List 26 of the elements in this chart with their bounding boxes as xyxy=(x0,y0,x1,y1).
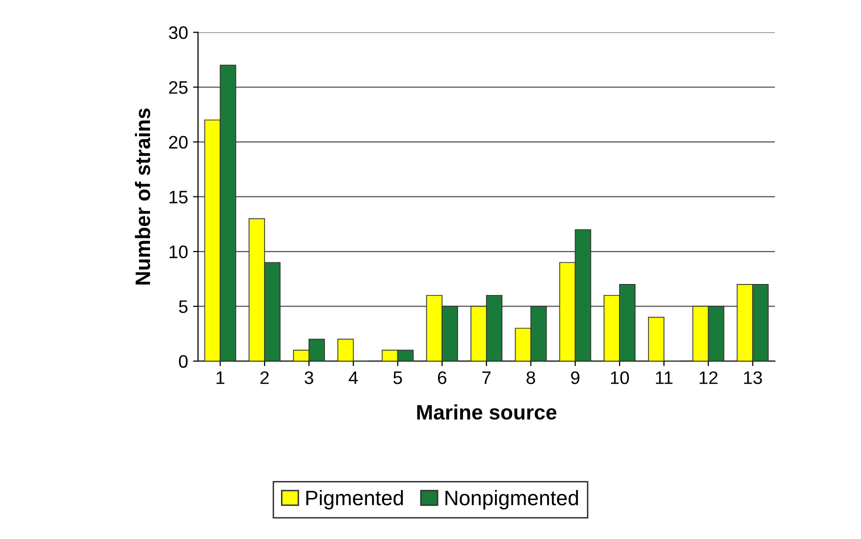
legend-label: Nonpigmented xyxy=(446,490,578,510)
x-tick-label: 10 xyxy=(610,371,629,384)
x-tick-label: 9 xyxy=(571,371,580,384)
y-tick-label: 10 xyxy=(170,245,188,258)
y-axis-title: Number of strains xyxy=(134,108,150,284)
x-tick-label: 4 xyxy=(348,372,358,384)
legend-label: Pigmented xyxy=(306,490,403,510)
bar xyxy=(337,338,354,362)
x-tick-label: 2 xyxy=(260,371,269,384)
x-tick-label: 8 xyxy=(526,371,536,384)
bar xyxy=(648,316,664,362)
x-tick-label: 7 xyxy=(482,372,491,384)
x-tick-label: 12 xyxy=(700,371,718,384)
x-tick-label: 1 xyxy=(216,372,224,384)
y-tick-label: 15 xyxy=(170,190,188,204)
y-tick-label: 25 xyxy=(169,81,188,94)
x-tick-label: 13 xyxy=(744,371,762,384)
y-tick-label: 5 xyxy=(178,300,188,314)
x-tick-label: 5 xyxy=(393,372,402,384)
x-tick-label: 11 xyxy=(656,372,672,384)
y-tick-label: 30 xyxy=(168,26,188,40)
x-tick-label: 6 xyxy=(438,371,446,384)
y-tick-label: 20 xyxy=(169,136,188,149)
y-tick-label: 0 xyxy=(178,355,188,368)
x-axis-title: Marine source xyxy=(417,404,556,420)
x-tick-label: 3 xyxy=(304,371,314,384)
